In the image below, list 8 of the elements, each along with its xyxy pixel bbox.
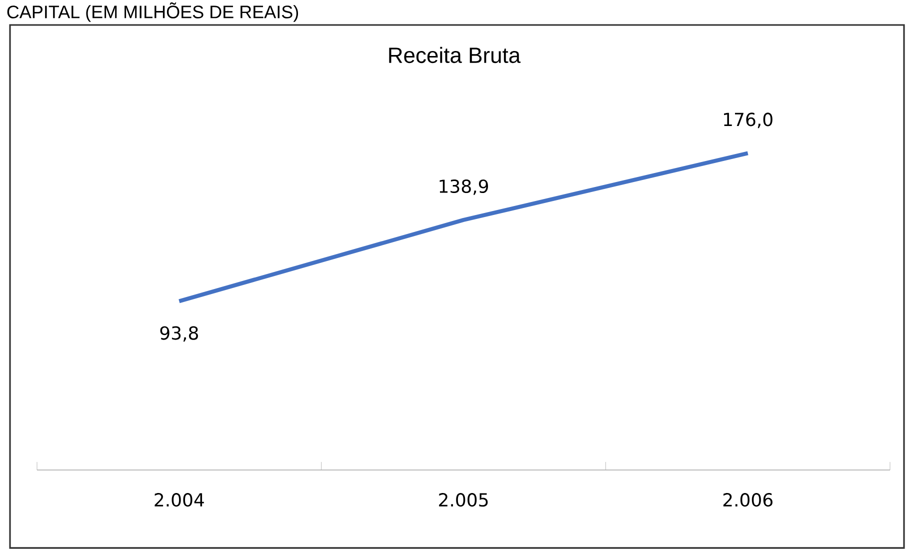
x-tick-label: 2.006: [723, 493, 772, 507]
text: CAPITAL (EM MILHÕES DE REAIS): [7, 2, 298, 22]
data-label: 93,8: [160, 326, 198, 342]
chart-title: Receita Bruta: [389, 46, 521, 64]
x-tick-label: 2.005: [439, 493, 488, 507]
data-label: 138,9: [440, 179, 488, 195]
x-tick-label: 2.004: [154, 493, 204, 507]
data-label: 176,0: [724, 112, 772, 128]
